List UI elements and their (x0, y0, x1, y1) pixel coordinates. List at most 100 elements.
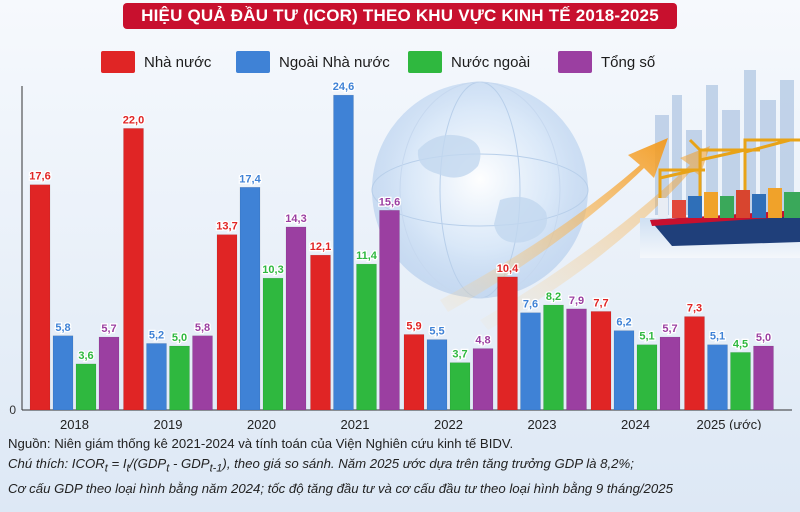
data-label-6-3: 5,7 (662, 323, 677, 335)
data-label-0-0: 17,6 (29, 171, 50, 183)
legend-item-non-state: Ngoài Nhà nước (236, 50, 390, 74)
formula-eq: = I (107, 456, 127, 471)
data-label-4-1: 5,5 (429, 326, 444, 338)
bar-6-3 (659, 336, 681, 411)
legend-label-state: Nhà nước (144, 53, 212, 71)
bar-2-0 (216, 234, 238, 411)
x-tick-label: 2018 (60, 417, 89, 430)
data-label-2-1: 17,4 (239, 173, 261, 185)
bar-2-2 (262, 277, 284, 411)
x-tick-label: 2022 (434, 417, 463, 430)
bar-0-0 (29, 184, 51, 411)
bar-3-0 (310, 254, 331, 411)
data-label-2-3: 14,3 (285, 213, 306, 225)
bar-7-1 (707, 344, 728, 411)
data-label-6-1: 6,2 (616, 317, 631, 329)
data-label-4-0: 5,9 (406, 320, 421, 332)
legend-item-total: Tổng số (558, 50, 655, 74)
bar-1-2 (169, 345, 190, 411)
data-label-7-3: 5,0 (756, 332, 771, 344)
bar-4-2 (449, 362, 471, 411)
x-tick-label: 2019 (154, 417, 183, 430)
formula-note: Chú thích: ICORt = It/(GDPt - GDPt-1), t… (8, 454, 796, 479)
globe-graphic (371, 81, 589, 299)
bar-0-3 (98, 336, 120, 411)
data-label-7-1: 5,1 (710, 331, 725, 343)
bar-6-1 (613, 330, 635, 411)
data-label-7-0: 7,3 (687, 303, 702, 315)
legend-swatch-state (101, 51, 135, 73)
data-label-7-2: 4,5 (733, 338, 748, 350)
legend-swatch-total (558, 51, 592, 73)
bar-1-1 (146, 343, 167, 411)
bar-3-2 (356, 263, 377, 411)
data-label-0-2: 3,6 (78, 350, 93, 362)
data-label-2-0: 13,7 (216, 221, 237, 233)
formula-minus: - GDP (169, 456, 210, 471)
data-label-0-3: 5,7 (101, 323, 116, 335)
data-label-2-2: 10,3 (262, 264, 283, 276)
data-label-3-3: 15,6 (379, 196, 400, 208)
bar-7-3 (753, 345, 774, 411)
bar-0-2 (75, 363, 97, 411)
formula-gdp1: /(GDP (129, 456, 167, 471)
formula-prefix: Chú thích: ICOR (8, 456, 105, 471)
bar-chart: 0 17,6 5,8 3,6 5,7 2018 22,0 5,2 5,0 5,8 2019 13,7 1… (9, 80, 792, 430)
structure-note: Cơ cấu GDP theo loại hình bằng năm 2024;… (8, 480, 673, 496)
chart-notes: Nguồn: Niên giám thống kê 2021-2024 và t… (8, 434, 796, 499)
bar-4-3 (472, 348, 494, 411)
data-label-5-1: 7,6 (523, 299, 538, 311)
x-tick-label: 2021 (341, 417, 370, 430)
data-label-3-0: 12,1 (310, 241, 331, 253)
bar-3-3 (379, 210, 400, 411)
legend-item-foreign: Nước ngoài (408, 50, 530, 74)
formula-sub-t-2: t (126, 462, 130, 475)
legend-swatch-foreign (408, 51, 442, 73)
data-label-1-1: 5,2 (149, 329, 164, 341)
data-label-1-3: 5,8 (195, 322, 210, 334)
x-tick-label: 2024 (621, 417, 650, 430)
x-tick-label: 2020 (247, 417, 276, 430)
data-label-5-3: 7,9 (569, 295, 584, 307)
legend-item-state: Nhà nước (101, 50, 211, 74)
bar-3-1 (333, 94, 354, 411)
bar-5-0 (497, 276, 518, 411)
formula-sub-t: t (104, 462, 108, 475)
chart-legend: Nhà nước Ngoài Nhà nước Nước ngoài Tổng … (0, 50, 800, 74)
bar-5-1 (520, 312, 541, 411)
bar-6-2 (636, 344, 658, 411)
formula-sub-t-3: t (166, 462, 170, 475)
y-tick-label: 0 (9, 403, 16, 417)
bar-4-0 (403, 334, 425, 411)
data-label-3-1: 24,6 (333, 81, 354, 93)
legend-swatch-non-state (236, 51, 270, 73)
bar-5-3 (566, 308, 587, 411)
x-tick-label: 2025 (ước) (697, 417, 762, 430)
chart-title: HIỆU QUẢ ĐẦU TƯ (ICOR) THEO KHU VỰC KINH… (123, 3, 677, 29)
bar-7-0 (684, 316, 705, 411)
source-note: Nguồn: Niên giám thống kê 2021-2024 và t… (8, 436, 514, 451)
legend-label-total: Tổng số (601, 53, 656, 71)
legend-label-non-state: Ngoài Nhà nước (279, 53, 390, 71)
bar-4-1 (426, 339, 448, 411)
container-ship-graphic (650, 188, 800, 246)
formula-suffix: ), theo giá so sánh. Năm 2025 ước dựa tr… (222, 456, 634, 471)
data-label-1-2: 5,0 (172, 332, 187, 344)
legend-label-foreign: Nước ngoài (451, 53, 531, 71)
data-label-5-0: 10,4 (497, 263, 519, 275)
bar-1-0 (123, 128, 144, 411)
data-label-6-0: 7,7 (593, 297, 608, 309)
data-label-5-2: 8,2 (546, 291, 561, 303)
bar-0-1 (52, 335, 74, 411)
data-label-4-3: 4,8 (475, 335, 490, 347)
bar-2-1 (239, 187, 261, 411)
bar-7-2 (730, 352, 751, 411)
x-tick-label: 2023 (528, 417, 557, 430)
data-label-0-1: 5,8 (55, 322, 70, 334)
data-label-6-2: 5,1 (639, 331, 654, 343)
bar-6-0 (590, 311, 612, 411)
formula-sub-t1: t-1 (209, 462, 223, 475)
bar-5-2 (543, 304, 564, 411)
bar-2-3 (285, 226, 307, 411)
bar-1-3 (192, 335, 213, 411)
